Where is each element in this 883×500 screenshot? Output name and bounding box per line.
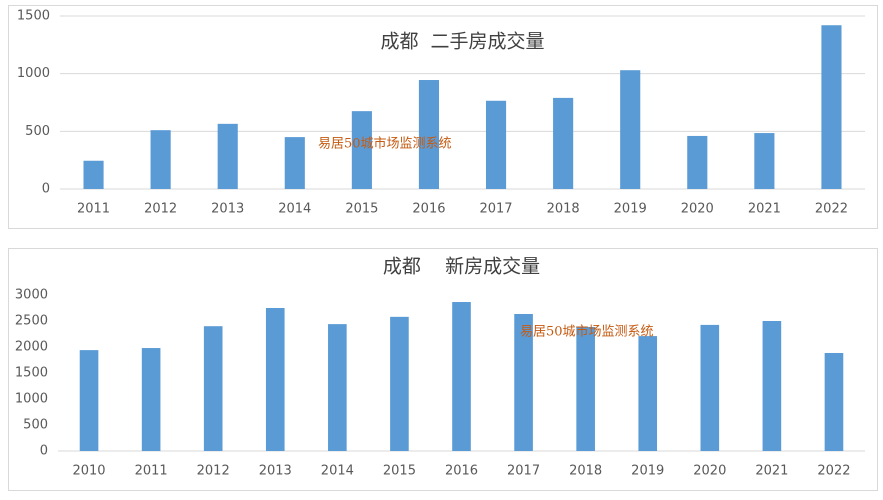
bar [687, 135, 708, 189]
bar [83, 160, 104, 189]
bar [485, 100, 507, 189]
bar [265, 308, 285, 451]
bar [79, 350, 99, 451]
chart-title: 成都 二手房成交量 [380, 31, 544, 53]
y-tick-label: 500 [23, 418, 48, 433]
x-tick-label: 2011 [135, 464, 168, 479]
bar [328, 324, 347, 451]
watermark: 易居50城市场监测系统 [520, 324, 654, 340]
x-tick-label: 2019 [614, 202, 647, 217]
bar [824, 352, 844, 451]
bar [620, 70, 641, 189]
bar [700, 324, 720, 451]
bar [452, 302, 471, 451]
y-tick-label: 1500 [17, 9, 50, 24]
x-tick-label: 2022 [815, 202, 848, 217]
chart-frame [8, 5, 878, 229]
y-tick-label: 1000 [15, 392, 48, 407]
watermark: 易居50城市场监测系统 [318, 136, 452, 152]
x-tick-label: 2017 [507, 464, 540, 479]
bar [638, 336, 658, 451]
y-tick-label: 2500 [15, 314, 48, 329]
x-tick-label: 2013 [259, 464, 292, 479]
x-tick-label: 2019 [631, 464, 664, 479]
x-tick-label: 2016 [445, 464, 478, 479]
bar [514, 313, 533, 451]
y-tick-label: 1500 [15, 366, 48, 381]
x-tick-label: 2014 [321, 464, 354, 479]
chart-title: 成都 新房成交量 [383, 256, 540, 278]
x-tick-label: 2012 [144, 202, 177, 217]
y-tick-label: 0 [42, 182, 50, 197]
x-tick-label: 2010 [72, 464, 105, 479]
bar [754, 133, 775, 189]
x-tick-label: 2018 [547, 202, 580, 217]
bar [576, 326, 595, 451]
bar [351, 111, 372, 189]
bar [762, 321, 782, 451]
x-tick-label: 2012 [197, 464, 230, 479]
x-tick-label: 2014 [278, 202, 311, 217]
bar [821, 25, 842, 189]
bar [284, 137, 305, 189]
bar [553, 97, 574, 189]
x-tick-label: 2020 [681, 202, 714, 217]
x-tick-label: 2018 [569, 464, 602, 479]
x-tick-label: 2022 [817, 464, 850, 479]
bar [390, 316, 409, 451]
y-tick-label: 500 [25, 124, 50, 139]
y-tick-label: 1000 [17, 66, 50, 81]
x-tick-label: 2015 [345, 202, 378, 217]
x-tick-label: 2017 [479, 202, 512, 217]
x-tick-label: 2015 [383, 464, 416, 479]
x-tick-label: 2011 [77, 202, 110, 217]
bar [141, 348, 161, 451]
y-tick-label: 0 [40, 444, 48, 459]
x-tick-label: 2020 [693, 464, 726, 479]
x-tick-label: 2021 [755, 464, 788, 479]
bar [217, 123, 238, 189]
x-tick-label: 2021 [748, 202, 781, 217]
bar [418, 80, 440, 189]
y-tick-label: 3000 [15, 288, 48, 303]
chart-frame [8, 248, 878, 491]
y-tick-label: 2000 [15, 340, 48, 355]
bar [203, 326, 223, 451]
x-tick-label: 2013 [211, 202, 244, 217]
bar [150, 130, 171, 189]
x-tick-label: 2016 [412, 202, 445, 217]
